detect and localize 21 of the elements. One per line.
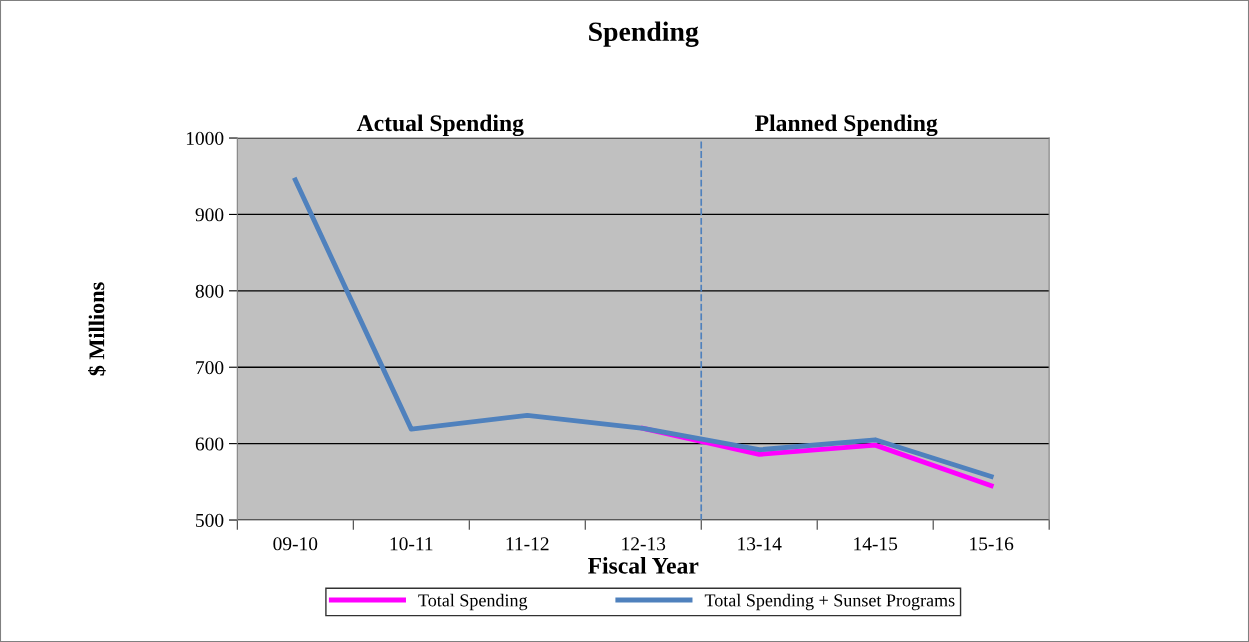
- x-tick-label: 09-10: [273, 537, 318, 551]
- y-tick-label: 900: [195, 208, 224, 222]
- x-tick-label: 10-11: [390, 537, 433, 551]
- x-tick-label: 14-15: [854, 537, 898, 551]
- text: Planned Spending: [755, 114, 938, 137]
- legend-label: Total Spending: [418, 593, 528, 611]
- y-tick-label: 500: [196, 513, 224, 527]
- y-tick-label: 700: [196, 361, 224, 375]
- x-axis-title: Fiscal Year: [588, 557, 699, 574]
- text: Actual Spending: [356, 114, 524, 137]
- chart-title: Spending: [589, 21, 699, 47]
- legend-label: Total Spending + Sunset Programs: [704, 593, 955, 611]
- x-tick-label: 15-16: [970, 537, 1014, 551]
- y-tick-label: 1000: [186, 131, 224, 145]
- x-tick-label: 12-13: [622, 537, 666, 551]
- y-axis-title: $ Millions: [88, 282, 106, 376]
- y-tick-label: 600: [195, 437, 224, 451]
- y-tick-label: 800: [195, 284, 224, 298]
- x-tick-label: 11-12: [506, 537, 549, 551]
- line-series: [292, 177, 994, 479]
- x-tick-label: 13-14: [738, 537, 782, 551]
